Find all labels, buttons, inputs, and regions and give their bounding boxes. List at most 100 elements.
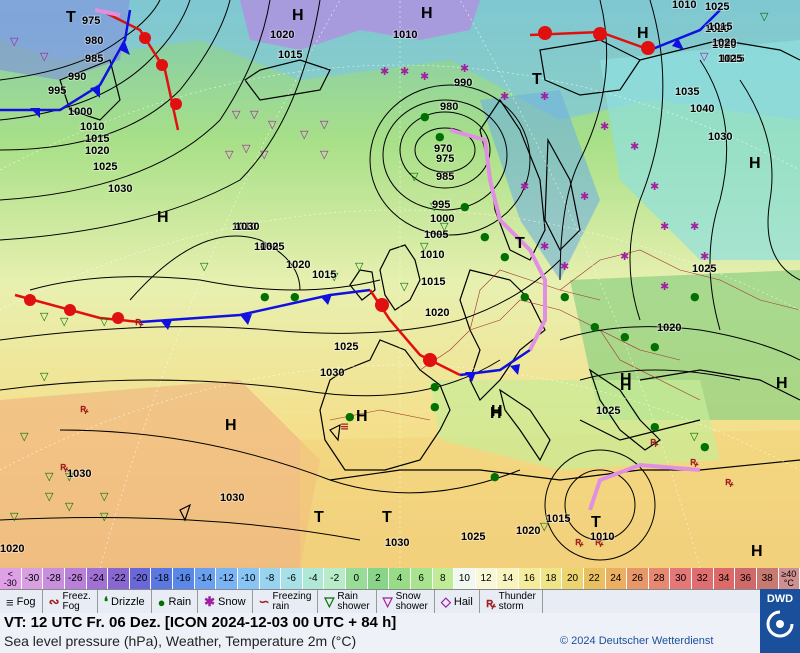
high-pressure-center: H [292,7,304,24]
isobar-label: 1020 [286,259,310,271]
legend-label: Freezing rain [272,591,312,612]
temperature-scale: < -30 -30 -28 -26 -24 -22 -20 -18 -16 -14 -12 -10 -8… [0,568,800,589]
isobar-label: 1030 [320,367,344,379]
isobar-label: 1015 [85,133,109,145]
scale-swatch: 12 [475,568,498,589]
high-pressure-center: H [749,155,761,172]
svg-text:▽: ▽ [10,510,19,523]
svg-text:ꝶ: ꝶ [725,475,734,488]
dwd-logo: DWD [760,589,800,653]
svg-text:▽: ▽ [200,260,209,273]
warm-front-atlantic [14,293,141,324]
scale-swatch: 16 [519,568,541,589]
svg-text:▽: ▽ [45,470,54,483]
legend-item: ∾ Freez. Fog [43,590,98,614]
occlusion-europe [449,128,547,351]
high-pressure-center: H [751,543,763,560]
isobar-label: 1020 [657,322,681,334]
isobar-label: 1000 [430,213,454,225]
svg-text:●: ● [650,420,660,433]
svg-text:▽: ▽ [40,50,49,63]
isobar-label: 1005 [424,229,448,241]
scale-swatch: 0 [346,568,368,589]
legend-symbol-icon: ꝶ [485,595,496,610]
legend-symbol-icon: ✱ [204,594,216,609]
scale-swatch: 4 [389,568,411,589]
svg-text:✱: ✱ [540,240,549,253]
svg-text:▽: ▽ [420,240,429,253]
svg-text:▽: ▽ [440,220,449,233]
high-pressure-center: H [157,209,169,226]
svg-text:✱: ✱ [600,120,609,133]
front-symbols [24,26,684,382]
legend-label: Thunder storm [498,591,536,612]
svg-text:✱: ✱ [660,280,669,293]
warm-front-north [99,8,180,131]
low-pressure-center: T [382,509,392,526]
isobar-label: 1025 [260,241,284,253]
svg-text:✱: ✱ [620,250,629,263]
isobar-label: 1015 [312,269,336,281]
svg-text:●: ● [520,290,530,303]
map-description: Sea level pressure (hPa), Weather, Tempe… [4,633,357,649]
svg-text:✱: ✱ [560,260,569,273]
scale-swatch: -10 [237,568,260,589]
scale-swatch: 10 [454,568,476,589]
isobar-label: 1010 [590,531,614,543]
mediterranean-zone [430,380,720,470]
africa-warm-zone [300,430,800,568]
isobar-label: 1030 [108,183,132,195]
isobar-label: 985 [436,171,454,183]
isobar-label: 1025 [334,341,358,353]
legend-symbol-icon: ● [157,594,166,610]
isobar-label: 1025 [596,405,620,417]
svg-text:✱: ✱ [500,90,509,103]
scale-swatch: 38 [756,568,779,589]
isobar-label: 980 [440,101,458,113]
valid-time: VT: 12 UTC Fr. 06 Dez. [ICON 2024-12-03 … [4,614,397,631]
svg-text:✱: ✱ [660,220,669,233]
svg-text:▽: ▽ [690,430,699,443]
scale-swatch: 36 [735,568,757,589]
scale-swatch: -30 [21,568,44,589]
isobar-label: 1015 [720,53,744,65]
scale-swatch: 22 [583,568,606,589]
legend-symbol-icon: ∾ [48,594,60,609]
scale-swatch: 26 [627,568,649,589]
isobar-label: 980 [85,35,103,47]
scale-swatch: -12 [216,568,238,589]
isobar-label: 995 [48,85,66,97]
svg-text:▽: ▽ [100,510,109,523]
isobar-label: 1020 [0,543,24,555]
legend-item: ❛ Drizzle [98,590,152,614]
low-pressure-center: T [591,514,601,531]
isobar-label: 985 [85,53,103,65]
scale-swatch: -8 [259,568,282,589]
isobar-label: 1020 [705,23,729,35]
isobar-label: 975 [82,15,100,27]
high-pressure-center: H [490,405,502,422]
very-cold-zone [240,0,480,50]
legend-symbol-icon: ∽ [258,594,270,609]
svg-text:✱: ✱ [400,65,409,78]
svg-text:●: ● [620,330,630,343]
scale-swatch: -18 [151,568,173,589]
scale-swatch: -20 [129,568,152,589]
scale-swatch: -16 [173,568,195,589]
scale-swatch: -2 [324,568,346,589]
legend-item: ∽ Freezing rain [253,590,319,614]
svg-text:●: ● [650,340,660,353]
isobar-label: 1015 [708,21,732,33]
legend-label: Snow [218,596,246,608]
weather-map: ▽ ▽▽ ▽▽▽ ▽ ▽ ▽ ▽▽ ▽ ✱ ✱ ✱ ✱✱ ✱ ✱✱✱ ✱ ✱✱ ✱✱✱ ✱✱✱ … [0,0,800,568]
svg-text:✱: ✱ [380,65,389,78]
isobar-label: 1020 [712,39,736,51]
isobar-label: 1020 [85,145,109,157]
occlusion-greenland [94,8,121,17]
high-pressure-center: H [225,417,237,434]
legend-symbol-icon: ▽ [324,594,335,609]
isobar-label: 1010 [672,0,696,11]
scale-swatch: 20 [562,568,584,589]
isobar-label: 1030 [385,537,409,549]
svg-text:▽: ▽ [320,118,329,131]
